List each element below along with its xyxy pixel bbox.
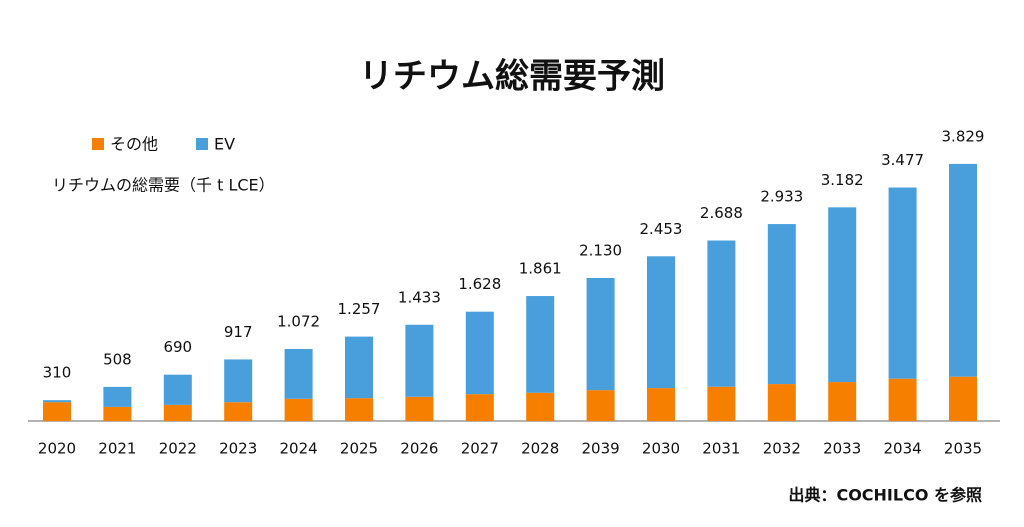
legend-label: EV bbox=[214, 135, 235, 154]
bar-segment bbox=[345, 398, 373, 421]
x-tick-label: 2027 bbox=[461, 440, 499, 458]
bar-segment bbox=[647, 388, 675, 421]
total-label: 1.861 bbox=[519, 260, 562, 278]
bar-segment bbox=[224, 402, 253, 421]
x-tick-label: 2028 bbox=[521, 440, 559, 458]
bar-segment bbox=[586, 277, 615, 391]
x-tick-label: 2020 bbox=[38, 440, 76, 458]
bar-segment bbox=[465, 311, 494, 395]
x-tick-label: 2039 bbox=[582, 440, 620, 458]
bar-segment bbox=[405, 396, 434, 421]
source: 出典：COCHILCO を参照 bbox=[788, 486, 982, 505]
total-label: 2.933 bbox=[760, 188, 803, 206]
bar-segment bbox=[163, 374, 192, 405]
bar-segment bbox=[647, 256, 675, 389]
total-label: 1.433 bbox=[398, 288, 441, 306]
x-tick-label: 2034 bbox=[884, 440, 922, 458]
total-label: 1.628 bbox=[458, 275, 501, 293]
bar-segment bbox=[43, 400, 71, 403]
x-tick-label: 2032 bbox=[763, 440, 801, 458]
bar-segment bbox=[345, 336, 373, 399]
total-label: 690 bbox=[163, 338, 192, 356]
bar-segment bbox=[949, 163, 977, 377]
bar-segment bbox=[43, 402, 71, 421]
bar-segment bbox=[828, 382, 857, 421]
x-tick-label: 2022 bbox=[159, 440, 197, 458]
bar-segment bbox=[405, 324, 434, 397]
total-label: 3.477 bbox=[881, 151, 924, 169]
bar-segment bbox=[586, 390, 615, 421]
total-label: 917 bbox=[224, 323, 253, 341]
x-tick-label: 2021 bbox=[98, 440, 136, 458]
x-tick-label: 2031 bbox=[702, 440, 740, 458]
bar-segment bbox=[465, 394, 494, 421]
total-label: 2.688 bbox=[700, 204, 743, 222]
bar-segment bbox=[224, 359, 253, 403]
total-label: 2.453 bbox=[640, 220, 683, 238]
total-label: 1.257 bbox=[338, 300, 381, 318]
chart-title: リチウム総需要予測 bbox=[359, 57, 665, 97]
total-label: 2.130 bbox=[579, 241, 622, 259]
bar-segment bbox=[888, 187, 917, 379]
bar-segment bbox=[828, 207, 857, 383]
total-label: 508 bbox=[103, 350, 132, 368]
bar-segment bbox=[526, 296, 555, 393]
x-tick-label: 2023 bbox=[219, 440, 257, 458]
bar-segment bbox=[767, 384, 796, 421]
bar-segment bbox=[103, 406, 132, 421]
bar-segment bbox=[284, 349, 313, 399]
y-axis-label: リチウムの総需要（千 t LCE） bbox=[52, 176, 275, 195]
bar-segment bbox=[707, 386, 736, 421]
total-label: 1.072 bbox=[277, 313, 320, 331]
bar-segment bbox=[949, 376, 977, 421]
legend-swatch bbox=[92, 138, 104, 150]
bar-segment bbox=[103, 386, 132, 407]
bar-segment bbox=[526, 392, 555, 421]
bar-segment bbox=[284, 398, 313, 421]
bar-segment bbox=[707, 240, 736, 387]
x-tick-label: 2033 bbox=[823, 440, 861, 458]
bar-segment bbox=[888, 378, 917, 421]
x-tick-label: 2026 bbox=[400, 440, 438, 458]
bar-segment bbox=[163, 404, 192, 421]
x-tick-label: 2025 bbox=[340, 440, 378, 458]
total-label: 3.182 bbox=[821, 171, 864, 189]
x-tick-label: 2030 bbox=[642, 440, 680, 458]
bar-segment bbox=[767, 224, 796, 385]
total-label: 310 bbox=[43, 364, 72, 382]
x-tick-label: 2035 bbox=[944, 440, 982, 458]
total-label: 3.829 bbox=[942, 127, 985, 145]
legend-label: その他 bbox=[110, 135, 158, 154]
x-tick-label: 2024 bbox=[280, 440, 318, 458]
legend-swatch bbox=[196, 138, 208, 150]
